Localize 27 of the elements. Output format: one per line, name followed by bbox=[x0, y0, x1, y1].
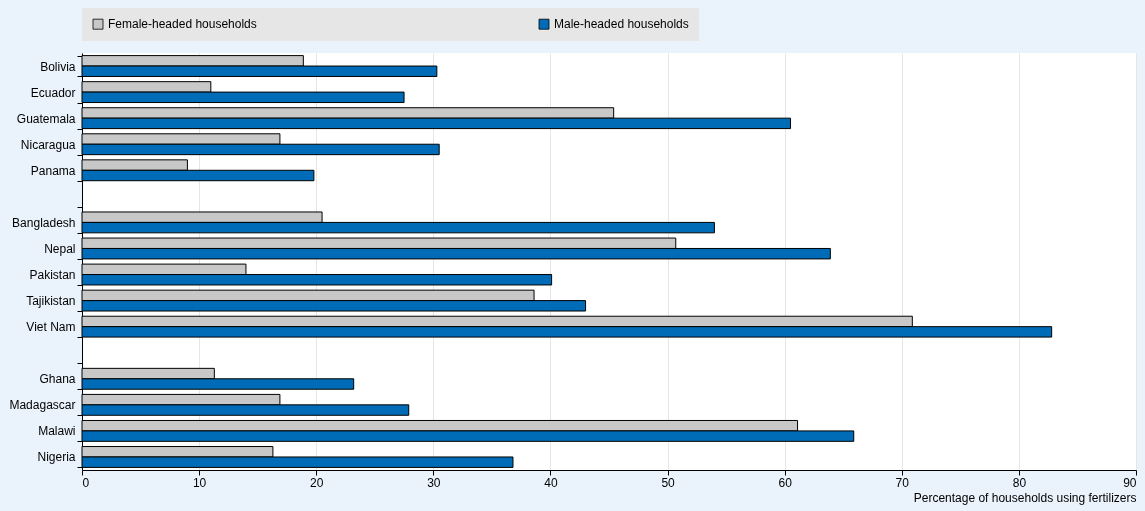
x-tick-label: 0 bbox=[82, 475, 90, 490]
y-tick-label: Guatemala bbox=[16, 111, 76, 126]
y-tick-label: Ecuador bbox=[30, 85, 76, 100]
y-tick-label: Madagascar bbox=[9, 398, 76, 413]
legend-label: Male-headed households bbox=[554, 17, 689, 32]
x-tick-label: 80 bbox=[1012, 475, 1027, 490]
y-tick-label: Nicaragua bbox=[20, 137, 76, 152]
y-tick-label: Ghana bbox=[39, 372, 76, 387]
x-tick-label: 20 bbox=[310, 475, 324, 490]
y-tick-label: Bolivia bbox=[40, 59, 76, 74]
x-tick-label: 10 bbox=[192, 475, 207, 490]
y-tick-label: Nigeria bbox=[37, 450, 76, 465]
y-tick-label: Pakistan bbox=[29, 268, 76, 283]
x-tick-label: 50 bbox=[661, 475, 676, 490]
x-tick-label: 60 bbox=[778, 475, 793, 490]
x-tick-label: 40 bbox=[544, 475, 558, 490]
y-tick-label: Tajikistan bbox=[26, 294, 76, 309]
y-tick-label: Panama bbox=[30, 163, 76, 178]
x-tick-label: 30 bbox=[427, 475, 441, 490]
y-tick-label: Viet Nam bbox=[26, 320, 76, 335]
legend-label: Female-headed households bbox=[108, 17, 257, 32]
y-tick-label: Malawi bbox=[38, 424, 76, 439]
y-tick-label: Bangladesh bbox=[12, 215, 76, 230]
x-tick-label: 70 bbox=[895, 475, 910, 490]
y-tick-label: Nepal bbox=[44, 241, 76, 256]
x-tick-label: 90 bbox=[1123, 475, 1137, 490]
x-axis-title: Percentage of households using fertilizers bbox=[913, 490, 1137, 505]
